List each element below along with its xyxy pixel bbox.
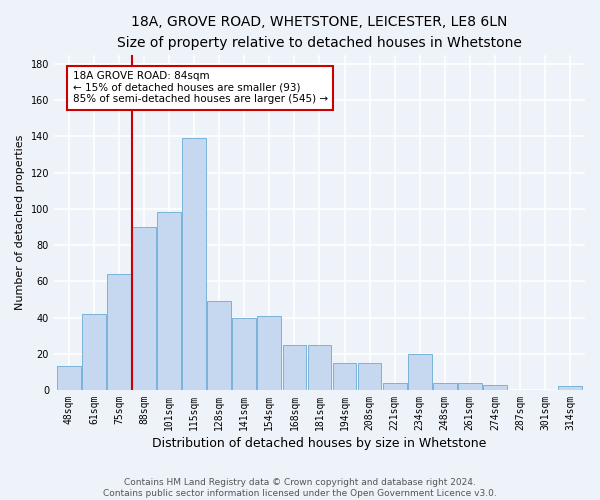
Bar <box>257 316 281 390</box>
Title: 18A, GROVE ROAD, WHETSTONE, LEICESTER, LE8 6LN
Size of property relative to deta: 18A, GROVE ROAD, WHETSTONE, LEICESTER, L… <box>117 15 522 50</box>
Bar <box>132 227 156 390</box>
Bar <box>208 301 231 390</box>
Bar <box>558 386 582 390</box>
Bar <box>332 363 356 390</box>
Bar <box>433 382 457 390</box>
Bar <box>458 382 482 390</box>
Bar <box>232 318 256 390</box>
Bar <box>308 344 331 390</box>
Bar <box>408 354 431 390</box>
Bar <box>483 384 507 390</box>
Bar <box>107 274 131 390</box>
Bar <box>182 138 206 390</box>
Text: Contains HM Land Registry data © Crown copyright and database right 2024.
Contai: Contains HM Land Registry data © Crown c… <box>103 478 497 498</box>
Bar <box>157 212 181 390</box>
Bar <box>57 366 81 390</box>
Bar <box>82 314 106 390</box>
Bar <box>383 382 407 390</box>
Bar <box>283 344 307 390</box>
Y-axis label: Number of detached properties: Number of detached properties <box>15 135 25 310</box>
X-axis label: Distribution of detached houses by size in Whetstone: Distribution of detached houses by size … <box>152 437 487 450</box>
Text: 18A GROVE ROAD: 84sqm
← 15% of detached houses are smaller (93)
85% of semi-deta: 18A GROVE ROAD: 84sqm ← 15% of detached … <box>73 71 328 104</box>
Bar <box>358 363 382 390</box>
